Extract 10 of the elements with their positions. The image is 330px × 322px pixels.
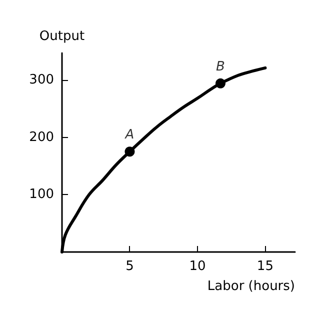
y-tick-label: 100: [29, 187, 54, 202]
y-tick-label: 200: [29, 130, 54, 145]
x-tick-label: 15: [256, 259, 274, 274]
annotation: A: [124, 128, 134, 143]
y-tick-label: 300: [29, 72, 54, 88]
x-axis-title: Labor (hours): [207, 279, 295, 294]
x-tick-label: 10: [189, 259, 206, 274]
y-axis-title: Output: [39, 29, 85, 44]
x-tick-label: 5: [126, 259, 134, 274]
annotation: B: [216, 59, 226, 74]
